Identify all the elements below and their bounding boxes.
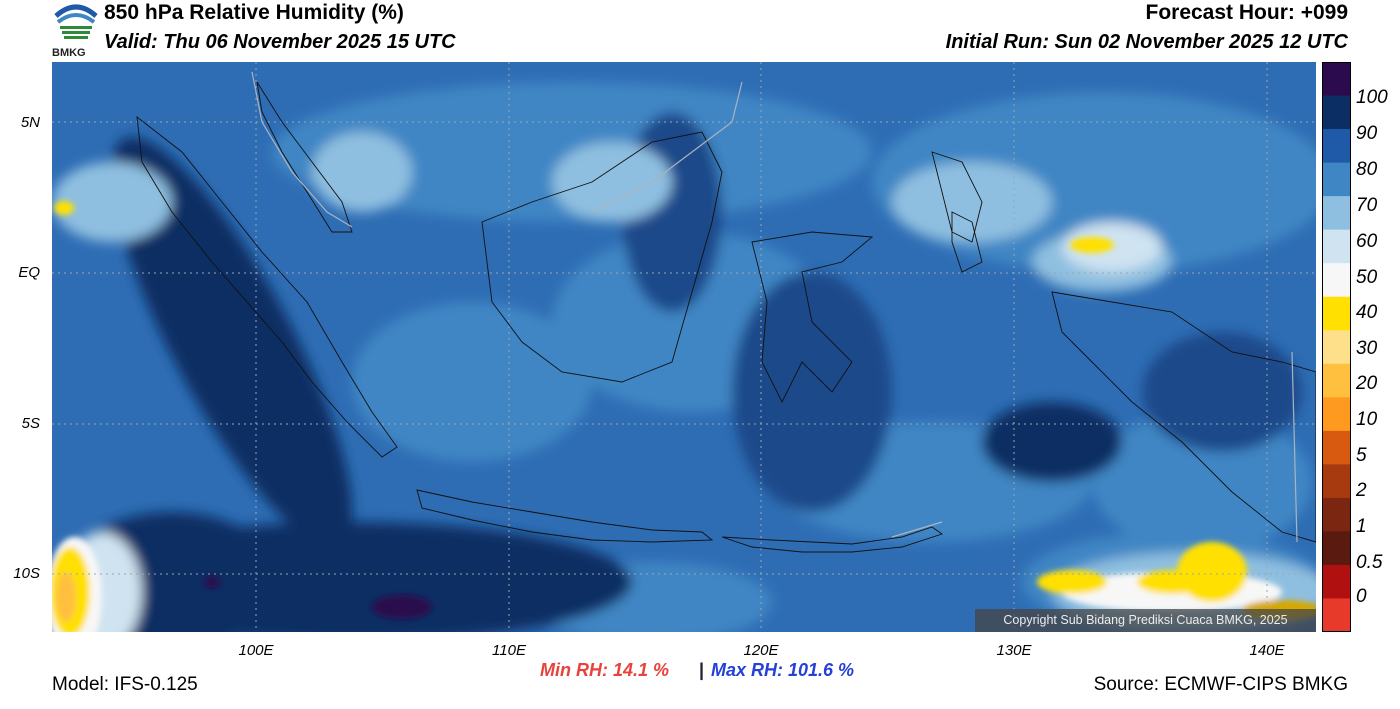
colorbar-segment bbox=[1322, 196, 1351, 231]
lat-label-5s: 5S bbox=[21, 415, 40, 432]
colorbar-segment bbox=[1322, 229, 1351, 264]
max-rh: Max RH: 101.6 % bbox=[711, 660, 855, 680]
colorbar-segment bbox=[1322, 564, 1351, 599]
valid-time: Valid: Thu 06 November 2025 15 UTC bbox=[104, 31, 456, 53]
coastlines bbox=[136, 81, 1317, 553]
colorbar-label-80: 80 bbox=[1356, 159, 1378, 180]
colorbar-segment bbox=[1322, 330, 1351, 365]
halmahera-coast bbox=[951, 211, 983, 273]
colorbar-segment bbox=[1322, 598, 1351, 633]
colorbar-segment bbox=[1322, 62, 1351, 97]
colorbar-label-20: 20 bbox=[1356, 373, 1378, 394]
source-label: Source: ECMWF-CIPS BMKG bbox=[1093, 674, 1348, 695]
colorbar-segment bbox=[1322, 497, 1351, 532]
colorbar-segment bbox=[1322, 531, 1351, 566]
model-label: Model: IFS-0.125 bbox=[52, 674, 198, 695]
java-coast bbox=[416, 489, 714, 543]
malay-peninsula-coast bbox=[256, 81, 353, 233]
humidity-map: Copyright Sub Bidang Prediksi Cuaca BMKG… bbox=[46, 62, 1332, 657]
colorbar-label-2: 2 bbox=[1356, 480, 1367, 501]
colorbar-segment bbox=[1322, 129, 1351, 164]
lon-label-100e: 100E bbox=[238, 642, 274, 659]
lon-label-130e: 130E bbox=[996, 642, 1032, 659]
colorbar-segment bbox=[1322, 430, 1351, 465]
lat-label-eq: EQ bbox=[18, 264, 40, 281]
lon-label-120e: 120E bbox=[743, 642, 779, 659]
initial-run: Initial Run: Sun 02 November 2025 12 UTC bbox=[945, 31, 1348, 53]
nusa-tenggara-coast bbox=[721, 526, 943, 553]
colorbar-label-0-5: 0.5 bbox=[1356, 552, 1383, 573]
bmkg-logo bbox=[52, 0, 100, 60]
colorbar-segment bbox=[1322, 296, 1351, 331]
colorbar-border bbox=[1322, 62, 1351, 632]
borders bbox=[251, 71, 1298, 543]
colorbar-segment bbox=[1322, 162, 1351, 197]
colorbar-segment bbox=[1322, 363, 1351, 398]
colorbar-label-1: 1 bbox=[1356, 516, 1367, 537]
colorbar bbox=[1322, 62, 1351, 633]
map-title: 850 hPa Relative Humidity (%) bbox=[104, 1, 404, 24]
philippines-coast bbox=[931, 151, 983, 243]
colorbar-label-70: 70 bbox=[1356, 195, 1378, 216]
colorbar-label-5: 5 bbox=[1356, 445, 1367, 466]
colorbar-label-90: 90 bbox=[1356, 123, 1378, 144]
colorbar-label-50: 50 bbox=[1356, 267, 1378, 288]
min-rh: Min RH: 14.1 % bbox=[540, 660, 670, 680]
lon-label-110e: 110E bbox=[492, 642, 526, 659]
colorbar-label-40: 40 bbox=[1356, 302, 1378, 323]
colorbar-label-10: 10 bbox=[1356, 409, 1378, 430]
forecast-hour: Forecast Hour: +099 bbox=[1145, 1, 1349, 24]
colorbar-label-0: 0 bbox=[1356, 586, 1367, 607]
sulawesi-coast bbox=[751, 231, 874, 404]
lat-label-5n: 5N bbox=[20, 114, 40, 131]
lat-label-10s: 10S bbox=[13, 565, 40, 582]
colorbar-segment bbox=[1322, 464, 1351, 499]
colorbar-label-30: 30 bbox=[1356, 338, 1378, 359]
colorbar-label-100: 100 bbox=[1356, 87, 1388, 108]
copyright-notice: Copyright Sub Bidang Prediksi Cuaca BMKG… bbox=[975, 609, 1316, 632]
colorbar-label-60: 60 bbox=[1356, 231, 1378, 252]
logo-text: BMKG bbox=[52, 47, 86, 59]
stats-separator: | bbox=[699, 660, 705, 680]
colorbar-segment bbox=[1322, 263, 1351, 298]
colorbar-segment bbox=[1322, 95, 1351, 130]
lon-label-140e: 140E bbox=[1249, 642, 1285, 659]
colorbar-segment bbox=[1322, 397, 1351, 432]
borneo-coast bbox=[481, 131, 723, 383]
sumatra-coast bbox=[136, 115, 398, 458]
new-guinea-coast bbox=[1051, 291, 1317, 543]
